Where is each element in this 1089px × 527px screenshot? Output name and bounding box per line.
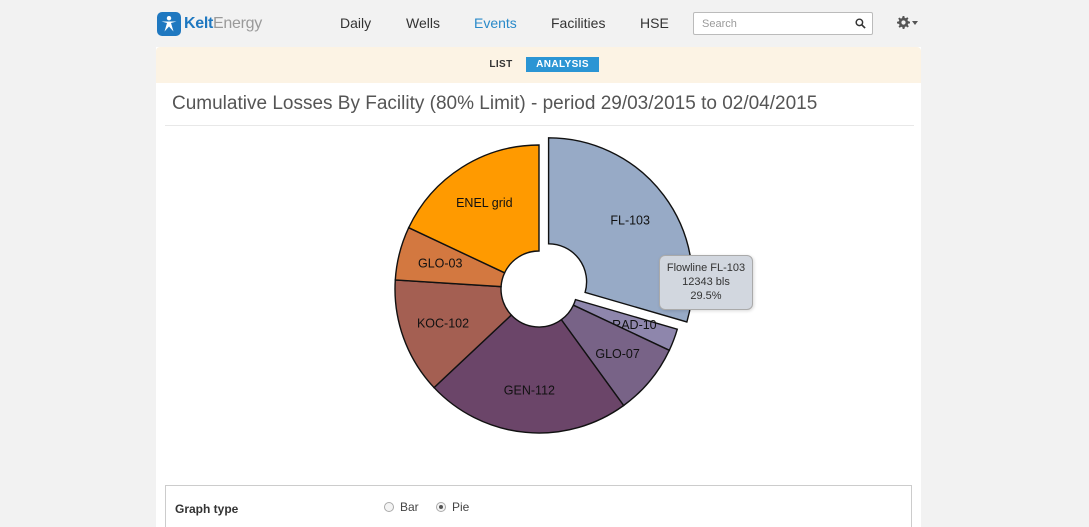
bar-radio-label: Bar bbox=[400, 500, 419, 514]
graph-type-label: Graph type bbox=[175, 502, 239, 516]
chart-tooltip: Flowline FL-103 12343 bls 29.5% bbox=[659, 255, 753, 310]
navbar: KeltEnergy Daily Wells Events Facilities… bbox=[0, 0, 1089, 47]
settings-menu[interactable] bbox=[897, 16, 918, 29]
tab-list[interactable]: LIST bbox=[489, 59, 513, 70]
brand-name: KeltEnergy bbox=[184, 15, 262, 32]
search-box bbox=[693, 12, 873, 35]
pie-label-glo-03: GLO-03 bbox=[418, 257, 463, 271]
tab-analysis[interactable]: ANALYSIS bbox=[526, 57, 599, 72]
graph-type-panel: Graph type Bar Pie bbox=[165, 485, 912, 527]
pie-radio[interactable] bbox=[436, 502, 446, 512]
graph-type-pie-option[interactable]: Pie bbox=[436, 500, 469, 514]
graph-type-bar-option[interactable]: Bar bbox=[384, 500, 419, 514]
page-title: Cumulative Losses By Facility (80% Limit… bbox=[172, 93, 818, 114]
view-tabs: LIST ANALYSIS bbox=[156, 47, 921, 83]
pie-slice-koc-102[interactable] bbox=[394, 279, 513, 389]
tooltip-value: 12343 bls bbox=[682, 276, 730, 288]
person-star-icon bbox=[157, 12, 181, 36]
search-icon[interactable] bbox=[855, 18, 866, 29]
pie-radio-label: Pie bbox=[452, 500, 470, 514]
gear-icon bbox=[897, 16, 910, 29]
tooltip-percent: 29.5% bbox=[690, 290, 722, 302]
pie-slice-gen-112[interactable] bbox=[433, 314, 625, 434]
nav-facilities[interactable]: Facilities bbox=[551, 15, 606, 31]
pie-label-fl-103: FL-103 bbox=[610, 214, 650, 228]
pie-label-gen-112: GEN-112 bbox=[504, 384, 555, 398]
bar-radio[interactable] bbox=[384, 502, 394, 512]
analysis-panel: LIST ANALYSIS Cumulative Losses By Facil… bbox=[156, 47, 921, 527]
title-divider bbox=[165, 125, 914, 126]
nav-wells[interactable]: Wells bbox=[406, 15, 440, 31]
brand-logo[interactable]: KeltEnergy bbox=[157, 11, 262, 37]
nav-hse[interactable]: HSE bbox=[640, 15, 669, 31]
search-input[interactable] bbox=[694, 13, 849, 34]
losses-pie-chart[interactable]: FL-103RAD-10GLO-07GEN-112KOC-102GLO-03EN… bbox=[156, 47, 921, 527]
chevron-down-icon bbox=[912, 20, 918, 25]
tooltip-title: Flowline FL-103 bbox=[666, 262, 746, 274]
nav-daily[interactable]: Daily bbox=[340, 15, 372, 31]
pie-label-koc-102: KOC-102 bbox=[417, 317, 469, 331]
pie-label-glo-07: GLO-07 bbox=[595, 347, 640, 361]
nav-events[interactable]: Events bbox=[474, 15, 517, 31]
pie-slice-enel-grid[interactable] bbox=[407, 144, 540, 274]
pie-label-enel-grid: ENEL grid bbox=[456, 196, 513, 210]
